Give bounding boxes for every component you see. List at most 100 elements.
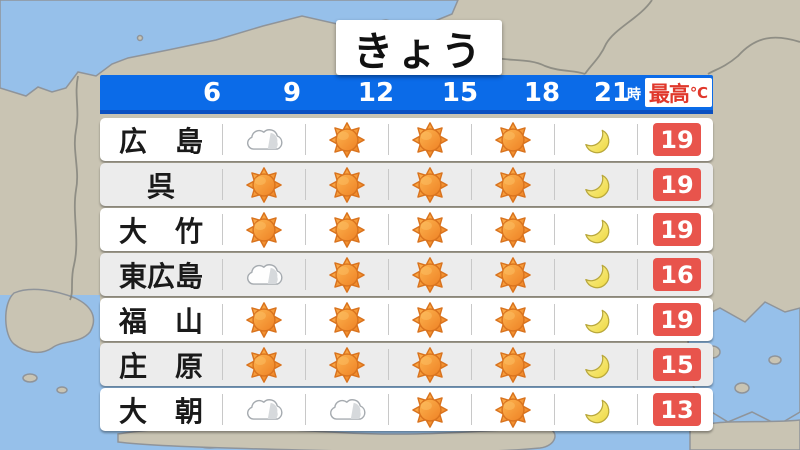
time-label-12: 12 [357, 77, 395, 108]
weather-cell [471, 298, 554, 341]
weather-cell [305, 208, 388, 251]
max-temp-badge: 19 [653, 303, 701, 336]
max-temp-header: 最高 ℃ [644, 78, 712, 107]
forecast-day-title: きょう [336, 20, 502, 75]
sunny-icon [243, 211, 285, 249]
city-cell: 呉 [100, 163, 222, 206]
border-line [69, 75, 79, 301]
weather-cell [222, 343, 305, 386]
weather-cell [471, 253, 554, 296]
max-temp-badge: 19 [653, 168, 701, 201]
sunny-icon [326, 256, 368, 294]
time-label-9: 9 [282, 77, 302, 108]
city-name: 大 竹 [118, 214, 203, 248]
sunny-icon [326, 301, 368, 339]
city-cell: 東広島 [100, 253, 222, 296]
sunny-icon [326, 166, 368, 204]
cloudy-icon [243, 391, 285, 429]
max-temp-badge: 16 [653, 258, 701, 291]
forecast-row: 東広島 16 [100, 253, 713, 296]
weather-cell [471, 208, 554, 251]
table-header: 6 9 12 15 18 21 時 最高 ℃ [100, 75, 713, 114]
moon-icon [577, 302, 614, 338]
sunny-icon [326, 346, 368, 384]
weather-cell [222, 253, 305, 296]
sunny-icon [409, 301, 451, 339]
forecast-row: 庄 原 15 [100, 343, 713, 386]
temp-cell: 19 [637, 118, 713, 161]
sunny-icon [409, 166, 451, 204]
forecast-row: 広 島 19 [100, 118, 713, 161]
temp-cell: 19 [637, 163, 713, 206]
sunny-icon [492, 301, 534, 339]
sunny-icon [409, 211, 451, 249]
weather-cell [554, 118, 637, 161]
sunny-icon [243, 301, 285, 339]
max-temp-label: 最高 [648, 81, 690, 106]
island [56, 386, 68, 394]
islet [136, 34, 144, 42]
weather-cell [554, 343, 637, 386]
sunny-icon [492, 346, 534, 384]
time-label-15: 15 [441, 77, 479, 108]
sunny-icon [492, 166, 534, 204]
weather-cell [222, 163, 305, 206]
sunny-icon [409, 391, 451, 429]
weather-cell [471, 163, 554, 206]
weather-cell [388, 163, 471, 206]
city-name: 広 島 [118, 124, 203, 158]
forecast-row: 大 竹 19 [100, 208, 713, 251]
weather-cell [388, 118, 471, 161]
island [768, 355, 782, 365]
weather-cell [305, 343, 388, 386]
city-cell: 大 朝 [100, 388, 222, 431]
sunny-icon [492, 121, 534, 159]
time-label-6: 6 [202, 77, 222, 108]
weather-cell [471, 118, 554, 161]
weather-cell [305, 163, 388, 206]
city-name: 福 山 [118, 304, 203, 338]
weather-cell [554, 298, 637, 341]
city-name: 庄 原 [118, 349, 203, 383]
time-label-21: 21 [593, 77, 631, 108]
city-cell: 広 島 [100, 118, 222, 161]
max-temp-badge: 19 [653, 213, 701, 246]
weather-cell [471, 343, 554, 386]
moon-icon [577, 257, 614, 293]
island [734, 382, 750, 394]
weather-cell [388, 208, 471, 251]
cloudy-icon [243, 256, 285, 294]
forecast-row: 大 朝 13 [100, 388, 713, 431]
moon-icon [577, 392, 614, 428]
hour-suffix-label: 時 [627, 87, 641, 104]
weather-cell [305, 388, 388, 431]
max-temp-badge: 15 [653, 348, 701, 381]
weather-cell [471, 388, 554, 431]
temp-cell: 19 [637, 208, 713, 251]
sunny-icon [492, 391, 534, 429]
weather-cell [388, 388, 471, 431]
moon-icon [577, 347, 614, 383]
weather-cell [305, 253, 388, 296]
sunny-icon [243, 346, 285, 384]
weather-cell [305, 298, 388, 341]
weather-cell [222, 208, 305, 251]
city-name: 大 朝 [118, 394, 203, 428]
temp-cell: 15 [637, 343, 713, 386]
cloudy-icon [243, 121, 285, 159]
city-name: 東広島 [118, 259, 203, 293]
moon-icon [577, 212, 614, 248]
weather-cell [222, 388, 305, 431]
sunny-icon [409, 346, 451, 384]
weather-cell [554, 208, 637, 251]
cloudy-icon [326, 391, 368, 429]
island [22, 373, 38, 383]
sunny-icon [409, 256, 451, 294]
temp-cell: 13 [637, 388, 713, 431]
title-text: きょう [353, 28, 485, 75]
weather-cell [305, 118, 388, 161]
forecast-row: 福 山 19 [100, 298, 713, 341]
weather-cell [554, 388, 637, 431]
time-label-18: 18 [523, 77, 561, 108]
